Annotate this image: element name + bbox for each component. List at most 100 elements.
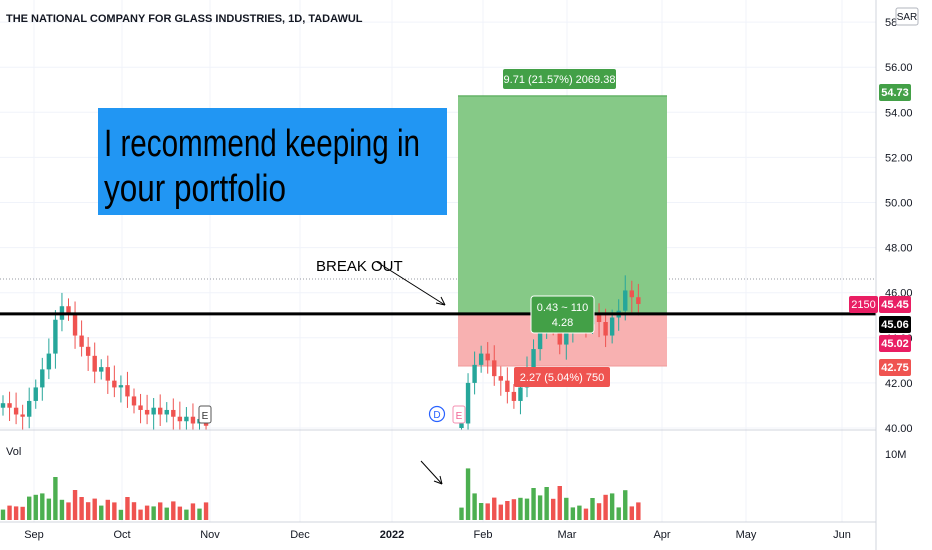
volume-bar: [609, 493, 615, 520]
volume-bar: [518, 497, 523, 520]
candle-body: [138, 405, 143, 410]
dividend-marker[interactable]: D: [428, 405, 446, 423]
volume-bar: [72, 490, 78, 520]
volume-bar: [46, 498, 52, 520]
volume-bar: [472, 493, 477, 520]
price-tag: 45.02: [879, 335, 911, 352]
volume-bar: [151, 506, 156, 520]
volume-bar: [551, 498, 556, 520]
svg-text:9.71 (21.57%) 2069.38: 9.71 (21.57%) 2069.38: [504, 74, 616, 86]
volume-bar: [570, 507, 576, 520]
svg-text:2.27 (5.04%) 750: 2.27 (5.04%) 750: [520, 372, 604, 384]
volume-bar: [459, 507, 464, 520]
earnings-marker-2[interactable]: E: [452, 405, 466, 424]
svg-text:42.75: 42.75: [881, 362, 909, 374]
currency-badge[interactable]: SAR: [895, 7, 919, 26]
candle-body: [511, 391, 517, 401]
loss-label: 2.27 (5.04%) 750: [514, 367, 610, 387]
candle-body: [33, 387, 38, 401]
time-tick-label: Mar: [558, 529, 577, 541]
volume-bars: [0, 468, 641, 520]
svg-text:2150: 2150: [851, 299, 875, 311]
svg-text:54.73: 54.73: [881, 87, 909, 99]
price-tag: 42.75: [879, 359, 911, 376]
candle-body: [79, 335, 84, 347]
volume-bar: [125, 497, 130, 520]
time-tick-label: Apr: [653, 529, 670, 541]
volume-bar: [636, 502, 641, 520]
volume-bar: [603, 494, 608, 520]
candle-body: [485, 353, 490, 361]
candle-body: [531, 349, 536, 372]
earnings-marker-1[interactable]: E: [198, 405, 212, 424]
volume-bar: [118, 509, 124, 520]
time-tick-label: Jun: [833, 529, 851, 541]
volume-bar: [138, 509, 143, 520]
volume-bar: [177, 506, 183, 520]
volume-axis: 10M: [885, 449, 906, 461]
volume-bar: [7, 505, 12, 520]
candle-body: [20, 414, 25, 417]
candle-body: [459, 423, 464, 428]
candle-body: [472, 364, 477, 383]
volume-bar: [144, 505, 150, 520]
candle-body: [603, 322, 608, 336]
grid: [0, 0, 876, 522]
price-tag: 54.73: [879, 84, 911, 101]
time-tick-label: Oct: [113, 529, 130, 541]
volume-bar: [0, 509, 6, 520]
candle-body: [53, 319, 58, 354]
price-tick-label: 42.00: [885, 378, 913, 390]
volume-bar: [13, 506, 19, 520]
volume-bar: [478, 503, 484, 520]
price-tag: 2150 45.45: [849, 296, 911, 313]
price-tick-label: 50.00: [885, 198, 913, 210]
time-axis[interactable]: Sep Oct Nov Dec 2022 Feb Mar Apr May Jun: [24, 529, 851, 541]
volume-bar: [66, 502, 71, 520]
candle-body: [465, 382, 471, 424]
price-tick-label: 48.00: [885, 243, 913, 255]
volume-bar: [99, 505, 104, 520]
breakout-annotation: BREAK OUT: [316, 258, 403, 275]
candle-body: [40, 369, 45, 388]
candle-body: [596, 312, 602, 323]
candle-body: [105, 367, 110, 381]
breakout-arrow-head: [435, 296, 446, 306]
candle-body: [564, 331, 569, 345]
candle-body: [131, 396, 137, 406]
price-tick-label: 40.00: [885, 423, 913, 435]
svg-text:0.43 ~ 110: 0.43 ~ 110: [537, 302, 588, 314]
volume-label: Vol: [6, 446, 21, 458]
volume-bar: [524, 498, 530, 520]
volume-bar: [577, 505, 582, 520]
time-tick-label: 2022: [380, 529, 404, 541]
volume-bar: [171, 501, 176, 520]
candle-body: [151, 407, 156, 415]
volume-bar: [203, 502, 209, 520]
volume-bar: [59, 499, 65, 520]
candle-body: [7, 403, 12, 408]
candle-body: [171, 409, 176, 417]
recommendation-box: [98, 108, 447, 215]
volume-bar: [27, 496, 32, 520]
svg-text:45.02: 45.02: [881, 338, 909, 350]
volume-bar: [492, 497, 497, 520]
candle-body: [184, 416, 189, 422]
time-tick-label: Dec: [290, 529, 310, 541]
profit-zone[interactable]: [458, 95, 667, 314]
candle-body: [66, 306, 71, 313]
candle-body: [13, 407, 19, 415]
volume-arrow-line: [420, 460, 443, 485]
time-tick-label: Nov: [200, 529, 220, 541]
volume-bar: [40, 493, 45, 520]
volume-bar: [629, 506, 634, 520]
time-tick-label: Sep: [24, 529, 44, 541]
candle-body: [478, 353, 484, 365]
long-position-tool[interactable]: [458, 95, 667, 367]
svg-text:4.28: 4.28: [552, 317, 573, 329]
volume-bar: [531, 488, 536, 520]
candle-body: [144, 409, 150, 415]
volume-bar: [465, 468, 471, 520]
candle-body: [609, 317, 615, 336]
